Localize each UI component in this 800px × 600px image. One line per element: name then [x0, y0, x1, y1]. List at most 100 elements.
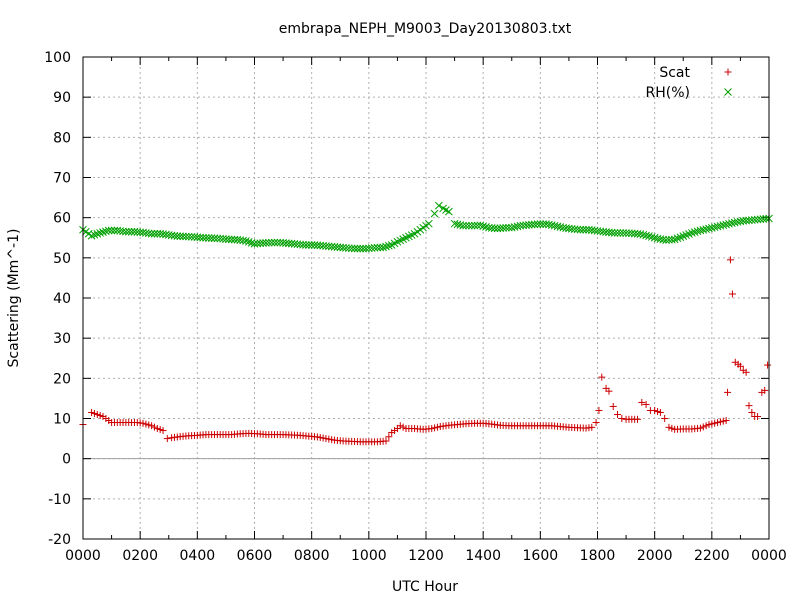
data-point [510, 223, 519, 231]
data-point [642, 231, 650, 240]
y-tick-label: 60 [53, 211, 71, 227]
data-point [370, 243, 379, 252]
x-tick-label: 0000 [751, 548, 787, 564]
y-tick-label: 40 [53, 291, 71, 307]
data-point [264, 238, 273, 247]
data-point [636, 230, 645, 238]
data-point [379, 243, 387, 252]
data-point [259, 239, 267, 247]
data-point [687, 229, 696, 237]
legend-cross-icon [724, 88, 732, 96]
data-point [722, 220, 730, 229]
data-point [762, 214, 770, 223]
legend-marker-rh [724, 88, 732, 96]
data-point [710, 223, 719, 232]
data-point [724, 388, 732, 396]
data-point [654, 407, 662, 415]
data-point [618, 415, 626, 422]
data-point [267, 238, 276, 247]
y-tick-label: -10 [48, 492, 71, 508]
data-point [613, 229, 622, 237]
data-point [124, 227, 133, 236]
data-point [761, 386, 769, 394]
data-point [668, 424, 676, 432]
data-point [313, 433, 321, 441]
data-point [588, 423, 596, 431]
x-axis-label: UTC Hour [392, 579, 458, 595]
data-point [93, 230, 102, 238]
data-point [592, 419, 600, 427]
legend-label-rh: RH(%) [646, 85, 690, 101]
data-point [682, 231, 690, 239]
data-point [650, 233, 659, 242]
data-point [716, 418, 724, 426]
grid-lines [83, 57, 769, 539]
data-point [576, 225, 585, 234]
data-point [385, 433, 393, 441]
data-point [536, 220, 545, 228]
data-point [479, 222, 488, 230]
data-point [107, 226, 116, 235]
x-tick-label: 0800 [294, 548, 330, 564]
data-point [450, 219, 459, 228]
data-point [173, 232, 182, 240]
data-point [204, 234, 213, 242]
x-tick-label: 2200 [694, 548, 730, 564]
data-point [425, 219, 433, 228]
data-point [708, 420, 716, 428]
data-point [199, 233, 207, 242]
data-point [754, 412, 762, 420]
data-point [273, 238, 282, 247]
data-point [696, 424, 704, 432]
data-point [396, 422, 404, 430]
data-point [702, 422, 710, 430]
y-tick-label: 70 [53, 171, 71, 187]
data-point [239, 236, 247, 245]
data-point [122, 227, 130, 236]
data-point [705, 224, 713, 233]
data-point [726, 256, 734, 264]
y-tick-label: 90 [53, 90, 71, 106]
data-point [184, 232, 193, 241]
x-tick-label: 0000 [65, 548, 101, 564]
data-point [656, 408, 664, 416]
data-point [634, 415, 642, 423]
data-point [696, 226, 705, 235]
data-point [210, 234, 219, 243]
data-point [736, 362, 744, 370]
data-point [142, 420, 150, 428]
data-point [428, 425, 436, 433]
data-point [676, 233, 685, 242]
data-point [619, 229, 628, 237]
chart-title: embrapa_NEPH_M9003_Day20130803.txt [279, 21, 572, 37]
data-point [645, 232, 653, 240]
data-point [104, 226, 113, 235]
data-point [595, 406, 603, 414]
x-tick-label: 1400 [465, 548, 501, 564]
data-point [150, 423, 158, 431]
data-point [356, 244, 365, 253]
data-point [579, 225, 588, 234]
data-point [359, 244, 367, 253]
data-point [764, 361, 772, 369]
data-point [714, 419, 722, 427]
y-tick-label: 20 [53, 371, 71, 387]
y-tick-label: -20 [48, 532, 71, 548]
data-point [445, 207, 453, 216]
data-point [699, 423, 707, 431]
x-tick-label: 1200 [408, 548, 444, 564]
data-point [373, 243, 382, 252]
data-point [270, 238, 279, 247]
series-scat [79, 256, 772, 446]
data-point [453, 220, 462, 229]
data-point [176, 232, 185, 241]
data-point [350, 244, 359, 253]
data-point [507, 223, 516, 232]
data-point [224, 235, 233, 244]
data-point [716, 221, 725, 230]
data-point [202, 234, 210, 242]
data-point [87, 231, 96, 240]
data-point [179, 232, 187, 241]
data-point [690, 228, 699, 236]
data-point [719, 221, 728, 230]
